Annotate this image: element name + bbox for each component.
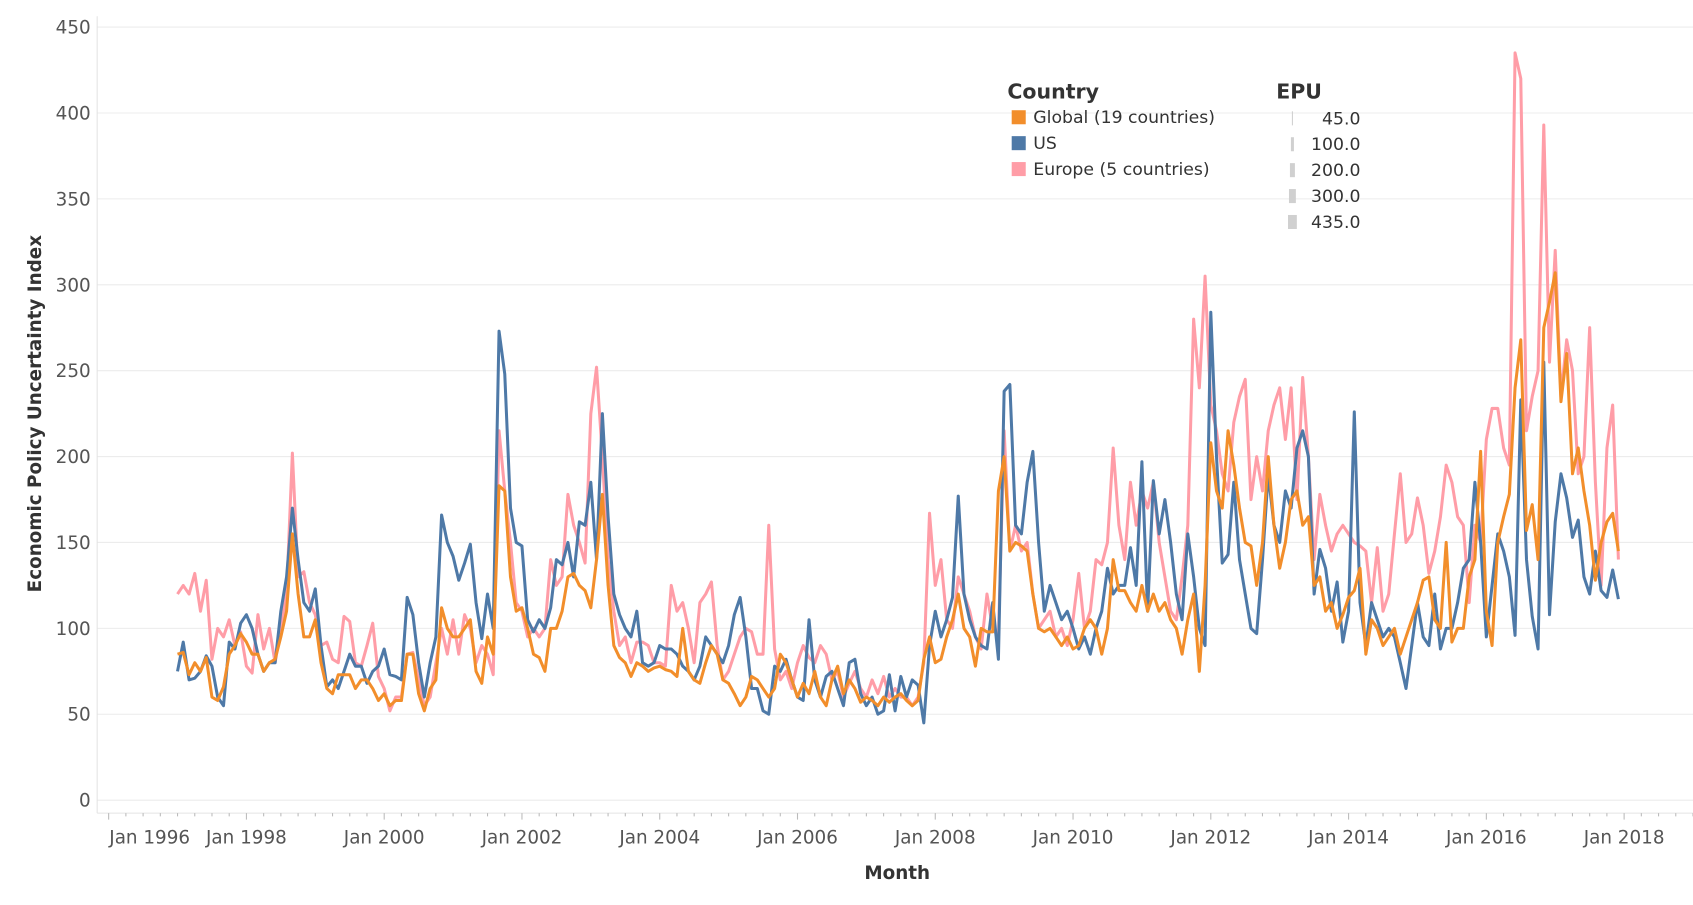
y-tick-label: 400 bbox=[56, 103, 91, 124]
legend-size-mark bbox=[1289, 163, 1295, 178]
y-tick-label: 300 bbox=[56, 275, 91, 296]
x-tick-label: Jan 2004 bbox=[618, 827, 700, 848]
x-tick-label: Jan 2008 bbox=[894, 827, 976, 848]
x-axis: Jan 1996 Jan 1998 Jan 2000 Jan 2002 Jan 2004… bbox=[97, 812, 1693, 848]
x-tick-label: Jan 2002 bbox=[481, 827, 563, 848]
legend-size-label: 435.0 bbox=[1311, 213, 1360, 233]
series-line-us bbox=[176, 310, 1620, 725]
legend-swatch bbox=[1011, 110, 1026, 125]
legend-size-label: 100.0 bbox=[1311, 135, 1360, 155]
gridlines bbox=[97, 26, 1693, 801]
x-axis-title: Month bbox=[864, 863, 930, 884]
y-tick-label: 250 bbox=[56, 361, 91, 382]
legend: Country Global (19 countries) US Europe (5… bbox=[1007, 79, 1360, 233]
legend-swatch bbox=[1011, 136, 1026, 151]
legend-size-mark bbox=[1290, 137, 1294, 152]
legend-label: US bbox=[1033, 134, 1057, 154]
legend-color-title: Country bbox=[1007, 79, 1099, 103]
x-tick-label: Jan 1996 bbox=[108, 827, 190, 848]
y-tick-label: 350 bbox=[56, 189, 91, 210]
y-tick-label: 50 bbox=[67, 705, 90, 726]
legend-size-title: EPU bbox=[1276, 79, 1322, 103]
x-tick-label: Jan 2000 bbox=[343, 827, 425, 848]
series-lines bbox=[176, 51, 1620, 725]
x-tick-label: Jan 2010 bbox=[1032, 827, 1114, 848]
y-tick-label: 200 bbox=[56, 447, 91, 468]
legend-label: Global (19 countries) bbox=[1033, 108, 1215, 128]
y-tick-label: 100 bbox=[56, 619, 91, 640]
legend-size-mark bbox=[1288, 189, 1296, 204]
legend-size-mark bbox=[1287, 214, 1297, 229]
legend-size-label: 200.0 bbox=[1311, 161, 1360, 181]
x-tick-label: Jan 2012 bbox=[1169, 827, 1251, 848]
series-line-europe bbox=[176, 51, 1620, 713]
y-tick-label: 150 bbox=[56, 533, 91, 554]
x-tick-label: Jan 2006 bbox=[756, 827, 838, 848]
series-line-global bbox=[177, 271, 1620, 713]
legend-size-label: 300.0 bbox=[1311, 187, 1360, 207]
x-tick-label: Jan 2016 bbox=[1445, 827, 1527, 848]
y-tick-label: 0 bbox=[79, 791, 91, 812]
y-axis-title: Economic Policy Uncertainty Index bbox=[25, 235, 46, 593]
legend-swatch bbox=[1011, 162, 1026, 177]
y-axis: 0 50 100 150 200 250 300 350 400 450 bbox=[56, 16, 98, 814]
x-tick-label: Jan 2014 bbox=[1307, 827, 1389, 848]
y-tick-label: 450 bbox=[56, 18, 91, 39]
x-tick-label: Jan 1998 bbox=[205, 827, 287, 848]
legend-label: Europe (5 countries) bbox=[1033, 160, 1209, 180]
legend-size-label: 45.0 bbox=[1322, 109, 1360, 129]
legend-size-mark bbox=[1291, 111, 1293, 126]
x-tick-label: Jan 2018 bbox=[1583, 827, 1665, 848]
